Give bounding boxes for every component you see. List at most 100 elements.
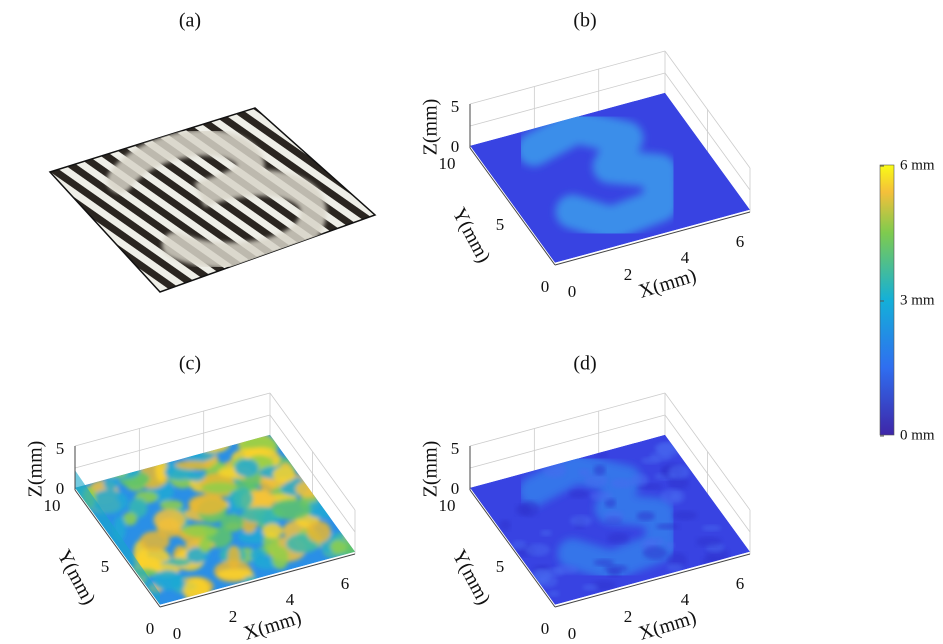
x-tick-label: 4: [681, 248, 690, 267]
surface-noise: [595, 451, 609, 458]
x-tick-label: 2: [624, 265, 633, 284]
surface-peak: [139, 531, 170, 552]
x-axis-label: X(mm): [241, 607, 304, 644]
y-axis-label: Y(mm): [448, 546, 495, 608]
surface-peak: [187, 472, 206, 482]
z-tick-label: 0: [56, 479, 65, 498]
x-tick-label: 0: [568, 282, 577, 301]
surface-noise: [604, 510, 624, 523]
x-axis-label: X(mm): [636, 265, 699, 303]
axis-wall-line: [74, 414, 271, 469]
surface-peak: [306, 520, 332, 543]
z-axis-label: Z(mm): [420, 99, 442, 156]
surface-noise: [578, 468, 591, 477]
axis-wall-line: [469, 50, 666, 105]
axis-line: [469, 147, 556, 266]
colorbar: [879, 164, 895, 436]
z-axis-label: Z(mm): [25, 441, 47, 498]
axis-line: [159, 553, 356, 608]
panel-label: (d): [573, 353, 596, 375]
surface-noise: [667, 465, 690, 480]
surface-noise: [630, 473, 649, 487]
x-tick-label: 2: [624, 607, 633, 626]
y-tick-label: 0: [541, 277, 550, 296]
z-tick-label: 0: [451, 137, 460, 156]
y-tick-label: 5: [101, 557, 110, 576]
x-tick-label: 6: [736, 574, 745, 593]
surface-noise: [654, 442, 677, 454]
surface-noise: [568, 489, 590, 499]
surface-peak: [330, 539, 347, 555]
z-tick-label: 5: [451, 97, 460, 116]
y-tick-label: 10: [44, 496, 61, 515]
surface-peak: [100, 466, 128, 478]
surface-noise: [655, 523, 680, 530]
panel-label: (c): [179, 353, 201, 375]
surface-peak: [122, 512, 138, 526]
surface-noise: [533, 569, 552, 583]
surface-peak: [174, 460, 213, 470]
surface-noise: [592, 580, 616, 591]
axis-wall-line: [469, 392, 666, 447]
x-tick-label: 0: [173, 624, 182, 643]
surface-noise: [554, 564, 579, 575]
surface-peak: [103, 478, 119, 490]
panel-a-image: [48, 107, 377, 293]
surface-noise: [672, 510, 698, 521]
surface-noise: [584, 474, 608, 487]
surface-noise: [610, 478, 634, 489]
surface-noise: [499, 519, 511, 531]
surface-peak: [234, 458, 259, 477]
axis-line: [554, 553, 751, 608]
surface-noise: [642, 546, 668, 560]
surface-peak: [217, 568, 255, 580]
surface: [470, 92, 750, 263]
surface-peak: [272, 466, 296, 483]
surface-noise: [664, 542, 675, 549]
surface-bump: [75, 470, 160, 605]
surface-peak: [262, 523, 283, 539]
y-tick-label: 0: [146, 619, 155, 638]
axis-wall-line: [74, 392, 271, 447]
surface-peak: [220, 513, 244, 532]
surface-noise: [696, 536, 722, 547]
surface-peak: [153, 508, 186, 532]
surface-peak: [166, 557, 191, 567]
y-axis-label: Y(mm): [448, 204, 495, 266]
x-tick-label: 2: [229, 607, 238, 626]
surface-peak: [182, 524, 218, 538]
surface-peak: [232, 487, 254, 510]
z-tick-label: 5: [451, 439, 460, 458]
surface-peak: [159, 500, 184, 510]
surface-peak: [108, 460, 141, 479]
z-tick-label: 5: [56, 439, 65, 458]
surface-peak: [249, 548, 266, 563]
axis-line: [74, 489, 161, 608]
y-tick-label: 5: [496, 557, 505, 576]
surface: [470, 434, 750, 605]
surface-noise: [636, 511, 655, 521]
surface-noise: [569, 515, 593, 527]
z-axis-label: Z(mm): [420, 441, 442, 498]
y-tick-label: 10: [439, 496, 456, 515]
x-tick-label: 6: [736, 232, 745, 251]
axis-line: [554, 211, 751, 266]
surface-peak: [200, 482, 238, 494]
surface-noise: [589, 491, 613, 501]
surface-noise: [666, 563, 684, 572]
y-tick-label: 0: [541, 619, 550, 638]
surface-digit: [517, 109, 678, 241]
surface-peak: [188, 494, 226, 515]
surface-noise: [649, 451, 672, 462]
surface-noise: [607, 532, 629, 544]
surface-noise: [511, 540, 527, 551]
surface-peak: [295, 480, 321, 498]
surface-noise: [593, 464, 606, 476]
surface-noise: [520, 500, 539, 517]
axis-line: [469, 489, 556, 608]
surface-peak: [271, 498, 312, 520]
surface-noise: [667, 476, 690, 490]
